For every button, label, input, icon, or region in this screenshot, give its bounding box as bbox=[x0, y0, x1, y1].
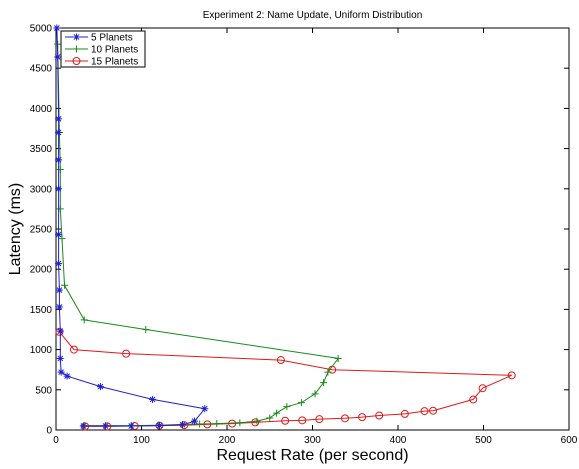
legend-label: 15 Planets bbox=[91, 57, 138, 68]
data-point bbox=[53, 24, 61, 32]
y-tick-label: 4000 bbox=[30, 104, 53, 115]
data-point bbox=[420, 407, 429, 416]
legend-marker bbox=[73, 33, 80, 41]
y-tick-label: 3500 bbox=[30, 144, 53, 155]
data-point bbox=[478, 384, 487, 393]
data-point bbox=[96, 383, 104, 391]
data-point bbox=[469, 395, 478, 404]
data-point bbox=[55, 327, 64, 336]
x-tick-label: 0 bbox=[53, 435, 59, 446]
y-axis-label: Latency (ms) bbox=[7, 183, 24, 275]
data-point bbox=[56, 166, 64, 174]
data-point bbox=[283, 403, 291, 411]
data-point bbox=[320, 379, 328, 387]
y-tick-label: 3000 bbox=[30, 184, 53, 195]
data-point bbox=[179, 421, 187, 429]
data-point bbox=[507, 371, 516, 380]
data-point bbox=[358, 413, 367, 422]
data-point bbox=[276, 356, 285, 365]
data-point bbox=[57, 368, 65, 376]
legend-marker bbox=[72, 57, 81, 65]
legend-label: 10 Planets bbox=[91, 45, 138, 56]
x-axis-label: Request Rate (per second) bbox=[216, 447, 408, 464]
data-point bbox=[56, 205, 64, 213]
data-point bbox=[324, 368, 332, 376]
data-point bbox=[127, 422, 135, 430]
data-point bbox=[375, 411, 384, 420]
data-point bbox=[58, 235, 66, 243]
data-point bbox=[340, 414, 349, 423]
data-point bbox=[55, 286, 63, 294]
data-point bbox=[201, 405, 209, 413]
data-point bbox=[56, 354, 64, 362]
data-point bbox=[253, 417, 261, 425]
legend-label: 5 Planets bbox=[91, 33, 133, 44]
data-point bbox=[400, 409, 409, 418]
data-point bbox=[297, 399, 305, 407]
x-tick-label: 300 bbox=[304, 435, 321, 446]
data-point bbox=[142, 326, 150, 333]
x-tick-label: 400 bbox=[390, 435, 407, 446]
data-point bbox=[55, 115, 63, 123]
series-group bbox=[53, 24, 516, 431]
chart-title: Experiment 2: Name Update, Uniform Distr… bbox=[203, 10, 423, 21]
data-point bbox=[315, 415, 324, 424]
y-tick-label: 0 bbox=[46, 426, 52, 437]
plot-area bbox=[55, 27, 570, 431]
x-tick-label: 100 bbox=[133, 435, 150, 446]
data-point bbox=[251, 418, 260, 427]
y-tick-label: 1500 bbox=[30, 305, 53, 316]
data-point bbox=[61, 281, 69, 289]
data-point bbox=[63, 372, 71, 380]
data-point bbox=[213, 420, 221, 428]
data-point bbox=[149, 395, 157, 403]
series-1 bbox=[53, 24, 209, 430]
axis-ticks: 0 100 200 300 400 500 600 0 500 1000 1500 2000 2500 3… bbox=[30, 24, 578, 447]
data-point bbox=[191, 417, 199, 425]
data-point bbox=[55, 303, 63, 311]
data-point bbox=[155, 422, 163, 430]
y-tick-label: 5000 bbox=[30, 24, 53, 35]
y-tick-label: 500 bbox=[35, 385, 52, 396]
data-point bbox=[80, 316, 88, 324]
data-point bbox=[281, 416, 290, 425]
data-point bbox=[236, 419, 244, 427]
y-tick-label: 2000 bbox=[30, 265, 53, 276]
data-point bbox=[266, 414, 274, 422]
data-point bbox=[122, 349, 131, 358]
data-point bbox=[429, 406, 438, 415]
data-point bbox=[55, 156, 63, 164]
data-point bbox=[55, 231, 63, 239]
data-point bbox=[311, 390, 319, 398]
data-point bbox=[54, 53, 62, 61]
x-tick-label: 500 bbox=[475, 435, 492, 446]
data-point bbox=[273, 409, 281, 417]
x-tick-label: 200 bbox=[219, 435, 236, 446]
data-point bbox=[334, 354, 342, 362]
data-point bbox=[298, 416, 307, 425]
data-point bbox=[196, 420, 204, 428]
y-tick-label: 2500 bbox=[30, 225, 53, 236]
x-tick-label: 600 bbox=[561, 435, 578, 446]
data-point bbox=[55, 185, 63, 193]
data-point bbox=[69, 345, 78, 354]
y-tick-label: 1000 bbox=[30, 345, 53, 356]
data-point bbox=[79, 422, 87, 430]
data-point bbox=[55, 129, 63, 137]
data-point bbox=[55, 260, 63, 268]
data-point bbox=[102, 422, 110, 430]
data-point bbox=[56, 327, 64, 335]
y-tick-label: 4500 bbox=[30, 64, 53, 75]
legend-marker bbox=[73, 45, 80, 53]
